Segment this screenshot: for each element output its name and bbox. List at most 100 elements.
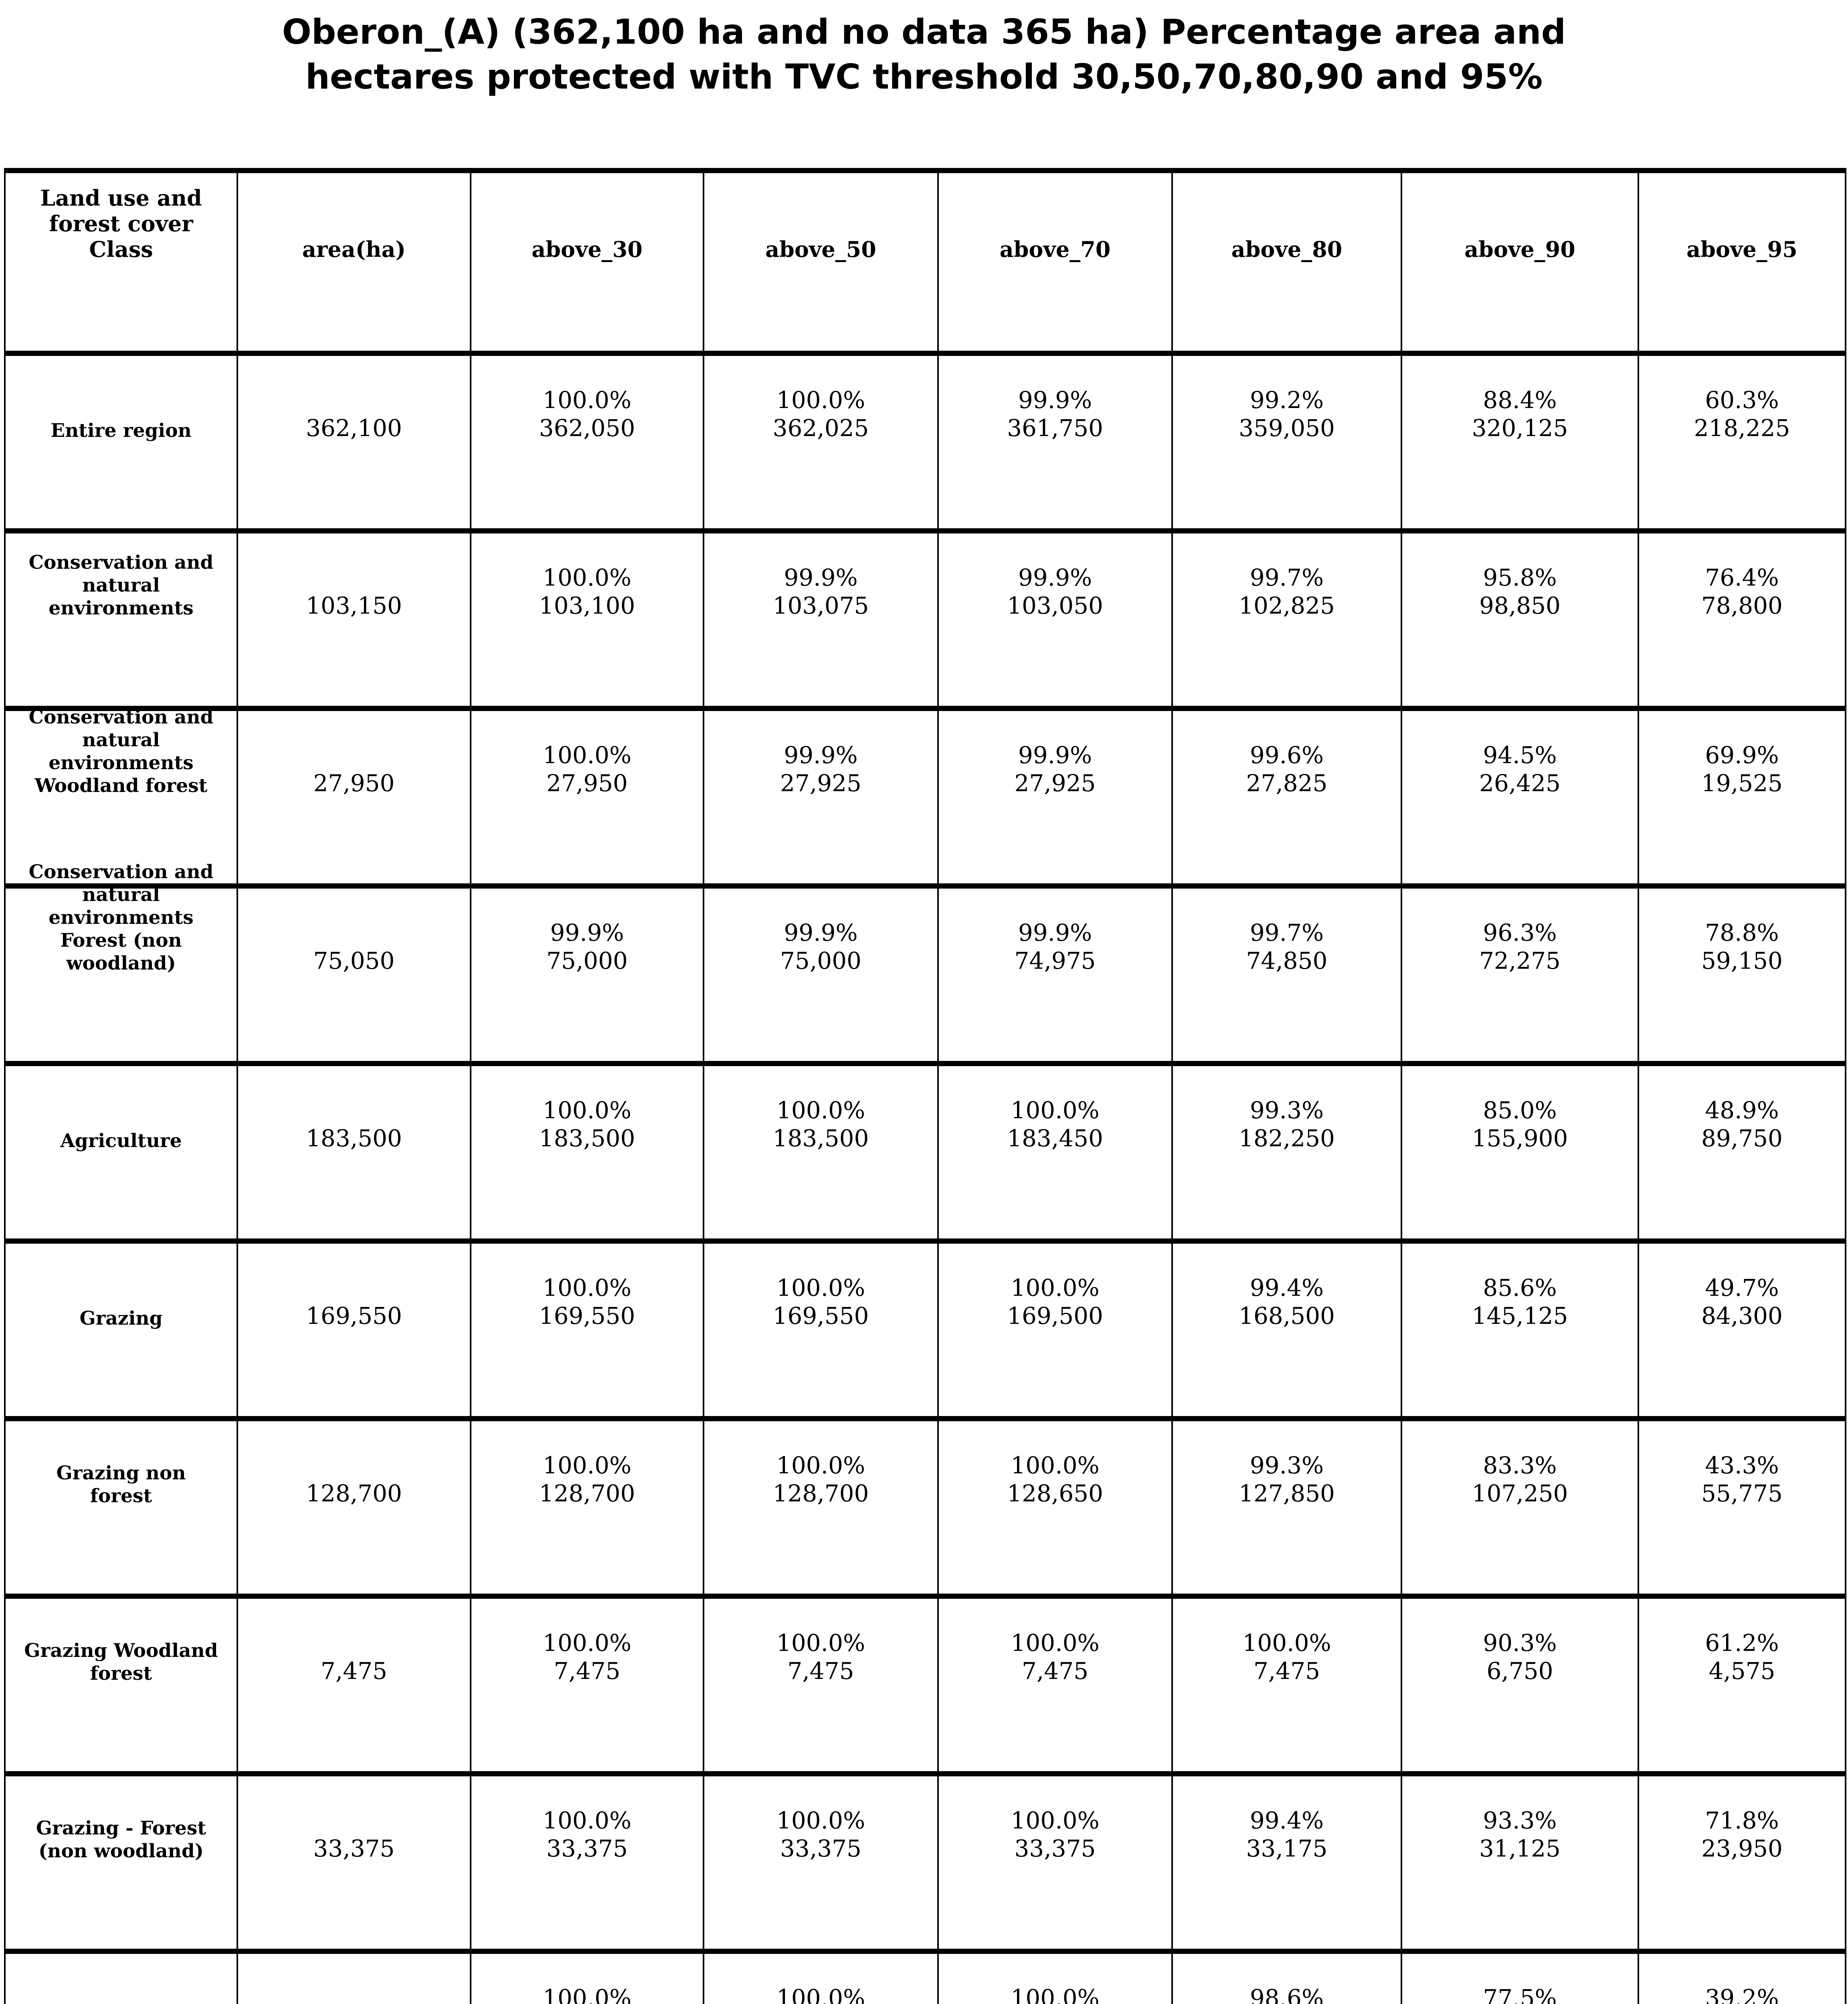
hectares-value: 320,125 (1472, 414, 1568, 442)
percent-value: 100.0% (1011, 1452, 1100, 1479)
data-cell: 99.9% 74,975 (939, 889, 1173, 1066)
area-value: 33,375 (313, 1835, 395, 1862)
percent-value: 100.0% (776, 386, 865, 414)
header-cell-2: above_50 (704, 173, 939, 356)
data-cell: 100.0% 33,375 (704, 1776, 939, 1954)
column-header-label: above_30 (532, 236, 643, 262)
data-cell: 88.4% 320,125 (1402, 356, 1639, 533)
hectares-value: 27,925 (780, 770, 861, 797)
data-cell: 100.0%13,900 (939, 1954, 1173, 2004)
hectares-value: 27,825 (1246, 770, 1328, 797)
data-cell: 100.0% 7,475 (1173, 1599, 1402, 1776)
percent-value: 100.0% (776, 1629, 865, 1657)
percent-value: 100.0% (776, 1984, 865, 2004)
data-cell: 99.6% 27,825 (1173, 711, 1402, 889)
percent-value: 98.6% (1250, 1984, 1324, 2004)
area-cell: 27,950 (238, 711, 471, 889)
area-value: 75,050 (313, 947, 395, 974)
area-cell: 13,900 (238, 1954, 471, 2004)
column-header-label: above_95 (1686, 236, 1797, 262)
hectares-value: 74,975 (1014, 947, 1096, 974)
data-cell: 100.0% 183,450 (939, 1066, 1173, 1244)
data-cell: 99.7% 74,850 (1173, 889, 1402, 1066)
data-cell: 99.9% 75,000 (704, 889, 939, 1066)
data-cell: 78.8% 59,150 (1639, 889, 1845, 1066)
hectares-value: 183,500 (539, 1125, 635, 1152)
area-value: 169,550 (306, 1302, 402, 1329)
hectares-value: 72,275 (1479, 947, 1561, 974)
row-label-cell: Grazing non forest (6, 1421, 238, 1599)
data-cell: 71.8% 23,950 (1639, 1776, 1845, 1954)
percent-value: 100.0% (542, 386, 632, 414)
percent-value: 99.7% (1250, 564, 1324, 591)
data-cell: 39.2%5,450 (1639, 1954, 1845, 2004)
hectares-value: 27,950 (546, 770, 628, 797)
column-header-label: above_70 (999, 236, 1111, 262)
hectares-value: 75,000 (780, 947, 861, 974)
data-cell: 100.0% 169,550 (704, 1244, 939, 1421)
area-value: 362,100 (306, 414, 402, 442)
percent-value: 60.3% (1705, 386, 1779, 414)
data-cell: 76.4% 78,800 (1639, 533, 1845, 711)
area-cell: 103,150 (238, 533, 471, 711)
area-value: 27,950 (313, 770, 395, 797)
data-cell: 98.6%13,700 (1173, 1954, 1402, 2004)
data-cell: 48.9% 89,750 (1639, 1066, 1845, 1244)
data-cell: 99.9% 103,050 (939, 533, 1173, 711)
percent-value: 49.7% (1705, 1274, 1779, 1301)
header-cell-6: above_95 (1639, 173, 1845, 356)
percent-value: 100.0% (1011, 1274, 1100, 1301)
data-cell: 100.0% 7,475 (471, 1599, 704, 1776)
data-cell: 100.0% 362,050 (471, 356, 704, 533)
hectares-value: 107,250 (1472, 1480, 1568, 1507)
percent-value: 100.0% (542, 1984, 632, 2004)
hectares-value: 182,250 (1239, 1125, 1335, 1152)
page-title: Oberon_(A) (362,100 ha and no data 365 h… (0, 10, 1848, 99)
data-cell: 100.0%13,900 (471, 1954, 704, 2004)
percent-value: 100.0% (1011, 1629, 1100, 1657)
row-label: Conservation and natural environments Fo… (28, 861, 214, 974)
data-cell: 43.3% 55,775 (1639, 1421, 1845, 1599)
data-cell: 100.0% 183,500 (471, 1066, 704, 1244)
area-value: 103,150 (306, 592, 402, 619)
header-cell-0: area(ha) (238, 173, 471, 356)
title-line-2: hectares protected with TVC threshold 30… (305, 57, 1543, 97)
data-cell: 100.0% 169,550 (471, 1244, 704, 1421)
row-label: Entire region (51, 420, 192, 442)
percent-value: 95.8% (1483, 564, 1557, 591)
percent-value: 100.0% (542, 1629, 632, 1657)
column-header-label: above_90 (1464, 236, 1575, 262)
hectares-value: 89,750 (1701, 1125, 1783, 1152)
data-cell: 100.0% 183,500 (704, 1066, 939, 1244)
hectares-value: 361,750 (1007, 414, 1103, 442)
percent-value: 43.3% (1705, 1452, 1779, 1479)
hectares-value: 7,475 (1253, 1657, 1320, 1685)
percent-value: 93.3% (1483, 1807, 1557, 1834)
hectares-value: 7,475 (554, 1657, 621, 1685)
hectares-value: 78,800 (1701, 592, 1783, 619)
area-value: 7,475 (320, 1657, 388, 1685)
percent-value: 99.9% (1018, 564, 1092, 591)
hectares-value: 169,550 (772, 1302, 869, 1329)
percent-value: 39.2% (1705, 1984, 1779, 2004)
header-cell-class: Land use and forest cover Class (6, 173, 238, 356)
percent-value: 99.4% (1250, 1274, 1324, 1301)
data-cell: 99.3% 127,850 (1173, 1421, 1402, 1599)
land-use-protection-table: Land use and forest cover Class area(ha) a… (4, 168, 1846, 2004)
header-cell-1: above_30 (471, 173, 704, 356)
hectares-value: 33,375 (780, 1835, 861, 1862)
percent-value: 99.2% (1250, 386, 1324, 414)
percent-value: 100.0% (776, 1097, 865, 1124)
percent-value: 85.0% (1483, 1097, 1557, 1124)
percent-value: 69.9% (1705, 741, 1779, 769)
percent-value: 100.0% (776, 1807, 865, 1834)
data-cell: 99.3% 182,250 (1173, 1066, 1402, 1244)
data-cell: 60.3% 218,225 (1639, 356, 1845, 533)
row-label-cell: Cropping (6, 1954, 238, 2004)
hectares-value: 75,000 (546, 947, 628, 974)
hectares-value: 168,500 (1239, 1302, 1335, 1329)
percent-value: 99.7% (1250, 919, 1324, 946)
hectares-value: 33,375 (1014, 1835, 1096, 1862)
data-cell: 99.9% 361,750 (939, 356, 1173, 533)
